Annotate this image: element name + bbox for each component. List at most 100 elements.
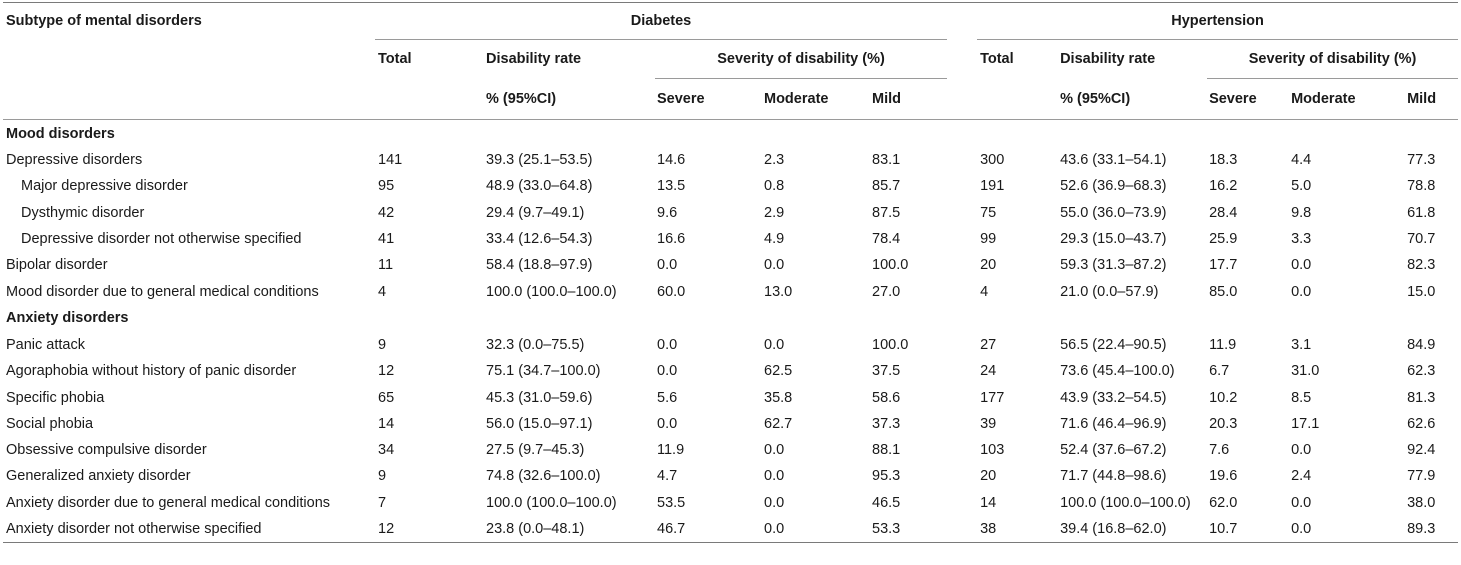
diabetes-moderate-cell: 2.3: [764, 152, 785, 169]
diabetes-severe-cell: 0.0: [657, 336, 678, 353]
diabetes-disability-rate-cell: 75.1 (34.7–100.0): [486, 363, 601, 380]
row-label: Major depressive disorder: [21, 178, 188, 195]
diabetes-severe-cell: 4.7: [657, 468, 678, 485]
hypertension-moderate-cell: 17.1: [1291, 415, 1320, 432]
diabetes-total-cell: 65: [378, 389, 395, 406]
hypertension-moderate-cell: 3.1: [1291, 336, 1312, 353]
header-hypertension-severity: Severity of disability (%): [1207, 39, 1459, 79]
header-diabetes-total: Total: [378, 51, 412, 68]
diabetes-severe-cell: 16.6: [657, 231, 686, 248]
diabetes-disability-rate-cell: 23.8 (0.0–48.1): [483, 515, 655, 544]
table-row: Depressive disorders 141 39.3 (25.1–53.5) 1…: [3, 147, 1458, 173]
diabetes-total-cell: 11: [378, 257, 394, 274]
hypertension-mild-cell: 92.4: [1407, 442, 1436, 459]
diabetes-moderate-cell: 62.5: [764, 363, 793, 380]
table-row: Major depressive disorder 95 48.9 (33.0–64…: [3, 173, 1458, 199]
hypertension-total-cell: 24: [980, 363, 997, 380]
table-row: Specific phobia 65 45.3 (31.0–59.6) 5.6 35.8…: [3, 384, 1458, 410]
column-gap: [947, 332, 977, 358]
diabetes-moderate-cell: 0.8: [764, 178, 785, 195]
diabetes-severe-cell: 14.6: [657, 152, 686, 169]
hypertension-severe-cell: 17.7: [1209, 257, 1238, 274]
hypertension-mild-cell: 38.0: [1407, 494, 1436, 511]
diabetes-mild-cell: 85.7: [872, 178, 901, 195]
diabetes-mild-cell: 37.3: [872, 415, 901, 432]
diabetes-total-cell: 9: [378, 336, 387, 353]
hypertension-moderate-cell: 0.0: [1289, 515, 1406, 544]
hypertension-total-cell: 191: [980, 178, 1005, 195]
column-gap: [947, 278, 977, 304]
header-hypertension-severe: Severe: [1207, 78, 1290, 120]
header-subtype: Subtype of mental disorders: [3, 2, 375, 40]
hypertension-severe-cell: 10.2: [1209, 389, 1238, 406]
header-empty: [3, 78, 375, 120]
column-gap: [947, 437, 977, 463]
hypertension-disability-rate-cell: 39.4 (16.8–62.0): [1057, 515, 1208, 544]
hypertension-disability-rate-cell: 73.6 (45.4–100.0): [1060, 363, 1175, 380]
hypertension-disability-rate-cell: 52.6 (36.9–68.3): [1060, 178, 1167, 195]
header-hypertension-disability-rate: Disability rate: [1060, 51, 1156, 68]
diabetes-total-cell: 95: [378, 178, 395, 195]
diabetes-severe-cell: 60.0: [657, 283, 686, 300]
row-label: Social phobia: [6, 415, 94, 432]
diabetes-mild-cell: 100.0: [872, 257, 909, 274]
diabetes-severe-cell: 13.5: [657, 178, 686, 195]
diabetes-total-cell: 41: [378, 231, 395, 248]
header-diabetes: Diabetes: [375, 2, 948, 40]
row-label: Anxiety disorder not otherwise specified: [3, 515, 375, 544]
hypertension-total-cell: 27: [980, 336, 997, 353]
diabetes-mild-cell: 83.1: [872, 152, 901, 169]
diabetes-disability-rate-cell: 27.5 (9.7–45.3): [486, 442, 585, 459]
diabetes-severe-cell: 0.0: [657, 363, 678, 380]
diabetes-mild-cell: 37.5: [872, 363, 901, 380]
diabetes-disability-rate-cell: 100.0 (100.0–100.0): [486, 494, 617, 511]
header-gap: [947, 2, 978, 40]
table-row: Anxiety disorder not otherwise specified…: [3, 515, 1459, 544]
diabetes-moderate-cell: 4.9: [764, 231, 785, 248]
header-diabetes-mild: Mild: [870, 78, 948, 120]
hypertension-moderate-cell: 5.0: [1291, 178, 1312, 195]
diabetes-moderate-cell: 13.0: [764, 283, 793, 300]
hypertension-mild-cell: 84.9: [1407, 336, 1436, 353]
hypertension-mild-cell: 61.8: [1407, 204, 1436, 221]
hypertension-disability-rate-cell: 59.3 (31.3–87.2): [1060, 257, 1167, 274]
diabetes-severe-cell: 0.0: [657, 415, 678, 432]
hypertension-severe-cell: 62.0: [1209, 494, 1238, 511]
hypertension-severe-cell: 6.7: [1209, 363, 1230, 380]
diabetes-disability-rate-cell: 58.4 (18.8–97.9): [486, 257, 593, 274]
diabetes-total-cell: 12: [375, 515, 483, 544]
column-gap: [947, 463, 977, 489]
header-empty: [375, 78, 483, 120]
header-hypertension-mild: Mild: [1405, 78, 1459, 120]
row-label: Dysthymic disorder: [21, 204, 145, 221]
header-hypertension-total: Total: [980, 51, 1014, 68]
hypertension-mild-cell: 81.3: [1407, 389, 1436, 406]
hypertension-moderate-cell: 0.0: [1291, 257, 1312, 274]
diabetes-mild-cell: 100.0: [872, 336, 909, 353]
column-gap: [947, 173, 977, 199]
hypertension-moderate-cell: 0.0: [1291, 442, 1312, 459]
table-row: Obsessive compulsive disorder 34 27.5 (9.7…: [3, 437, 1458, 463]
disability-table: Subtype of mental disorders Diabetes Hyp…: [3, 2, 1459, 544]
hypertension-mild-cell: 62.3: [1407, 363, 1436, 380]
diabetes-moderate-cell: 0.0: [764, 336, 785, 353]
table-row: Agoraphobia without history of panic dis…: [3, 358, 1458, 384]
group-title: Mood disorders: [6, 125, 115, 142]
group-header-row: Mood disorders: [3, 120, 1458, 148]
header-empty: [3, 40, 375, 79]
hypertension-mild-cell: 15.0: [1407, 283, 1436, 300]
table-body: Mood disorders Depressive disorders 141 39.…: [3, 120, 1459, 544]
header-diabetes-severity: Severity of disability (%): [655, 39, 948, 79]
diabetes-disability-rate-cell: 56.0 (15.0–97.1): [486, 415, 593, 432]
diabetes-disability-rate-cell: 39.3 (25.1–53.5): [486, 152, 593, 169]
hypertension-mild-cell: 77.9: [1407, 468, 1436, 485]
hypertension-mild-cell: 78.8: [1407, 178, 1436, 195]
hypertension-disability-rate-cell: 100.0 (100.0–100.0): [1060, 494, 1191, 511]
hypertension-mild-cell: 77.3: [1407, 152, 1436, 169]
diabetes-total-cell: 34: [378, 442, 395, 459]
diabetes-disability-rate-cell: 48.9 (33.0–64.8): [486, 178, 593, 195]
hypertension-total-cell: 75: [980, 204, 997, 221]
hypertension-severe-cell: 18.3: [1209, 152, 1238, 169]
hypertension-disability-rate-cell: 52.4 (37.6–67.2): [1060, 442, 1167, 459]
table-row: Mood disorder due to general medical con…: [3, 278, 1458, 304]
